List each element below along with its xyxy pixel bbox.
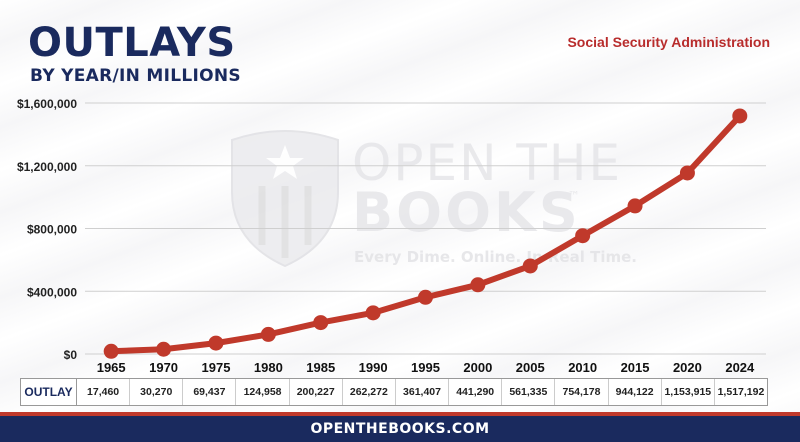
table-cell: 361,407 bbox=[396, 379, 450, 405]
table-cell: 754,178 bbox=[555, 379, 609, 405]
x-tick-label: 2005 bbox=[516, 360, 545, 375]
x-tick-label: 1985 bbox=[306, 360, 335, 375]
watermark-tagline: Every Dime. Online. In Real Time. bbox=[354, 248, 637, 266]
data-point bbox=[575, 228, 591, 244]
x-tick-label: 1980 bbox=[254, 360, 283, 375]
outlay-table: OUTLAY 17,460 30,270 69,437 124,958 200,227 2… bbox=[20, 378, 768, 406]
x-tick-label: 1970 bbox=[149, 360, 178, 375]
x-tick-label: 2020 bbox=[673, 360, 702, 375]
data-point bbox=[156, 341, 172, 357]
y-tick-label: $1,200,000 bbox=[17, 160, 77, 174]
data-point bbox=[260, 326, 276, 342]
x-tick-label: 1995 bbox=[411, 360, 440, 375]
data-point bbox=[470, 277, 486, 293]
table-row: 17,460 30,270 69,437 124,958 200,227 262,272 3… bbox=[77, 379, 767, 405]
y-tick-label: $800,000 bbox=[27, 223, 77, 237]
table-cell: 262,272 bbox=[343, 379, 396, 405]
watermark-line2: BOOKS bbox=[352, 181, 581, 244]
data-point bbox=[627, 198, 643, 214]
gridlines bbox=[85, 102, 766, 355]
table-cell: 124,958 bbox=[236, 379, 290, 405]
data-point bbox=[365, 305, 381, 321]
table-cell: 441,290 bbox=[449, 379, 503, 405]
footer-link[interactable]: OPENTHEBOOKS.COM bbox=[310, 421, 490, 437]
x-tick-label: 2000 bbox=[463, 360, 492, 375]
table-cell: 1,153,915 bbox=[662, 379, 715, 405]
x-tick-label: 1975 bbox=[202, 360, 231, 375]
data-point bbox=[103, 343, 119, 359]
watermark-line1: OPEN THE bbox=[352, 134, 622, 192]
data-point bbox=[418, 289, 433, 305]
footer-bar: OPENTHEBOOKS.COM bbox=[0, 412, 800, 442]
table-cell: 69,437 bbox=[183, 379, 237, 405]
x-tick-label: 2010 bbox=[568, 360, 597, 375]
data-point bbox=[522, 258, 538, 274]
x-tick-label: 1990 bbox=[359, 360, 388, 375]
table-cell: 561,335 bbox=[502, 379, 556, 405]
y-tick-label: $1,600,000 bbox=[17, 97, 77, 111]
x-tick-label: 2024 bbox=[725, 360, 755, 375]
background bbox=[0, 0, 800, 412]
data-series bbox=[103, 108, 748, 359]
table-cell: 17,460 bbox=[77, 379, 131, 405]
y-tick-label: $0 bbox=[64, 348, 78, 362]
shield-stripes bbox=[258, 186, 312, 258]
data-point bbox=[679, 165, 695, 181]
table-cell: 1,517,192 bbox=[717, 386, 765, 398]
table-cell: 200,227 bbox=[290, 379, 343, 405]
table-cell: 30,270 bbox=[130, 379, 184, 405]
chart-subtitle: BY YEAR/IN MILLIONS bbox=[30, 66, 241, 86]
x-axis-ticks: 1965 1970 1975 1980 1985 1990 1995 2000 2005 2010… bbox=[97, 360, 755, 375]
x-tick-label: 2015 bbox=[621, 360, 650, 375]
x-tick-label: 1965 bbox=[97, 360, 126, 375]
y-axis-ticks: $0 $400,000 $800,000 $1,200,000 $1,600,000 bbox=[17, 97, 77, 362]
table-row-label: OUTLAY bbox=[21, 379, 77, 405]
table-cell: 944,122 bbox=[609, 379, 662, 405]
watermark: OPEN THE BOOKS ™ Every Dime. Online. In … bbox=[231, 130, 637, 268]
data-point bbox=[732, 108, 748, 124]
line-chart: OPEN THE BOOKS ™ Every Dime. Online. In … bbox=[17, 97, 766, 375]
y-tick-label: $400,000 bbox=[27, 285, 77, 299]
star-icon bbox=[266, 145, 304, 179]
data-point bbox=[313, 315, 329, 331]
chart-title: OUTLAYS bbox=[28, 20, 236, 66]
agency-name: Social Security Administration bbox=[567, 34, 770, 50]
watermark-tm: ™ bbox=[568, 189, 580, 203]
data-point bbox=[208, 335, 224, 351]
